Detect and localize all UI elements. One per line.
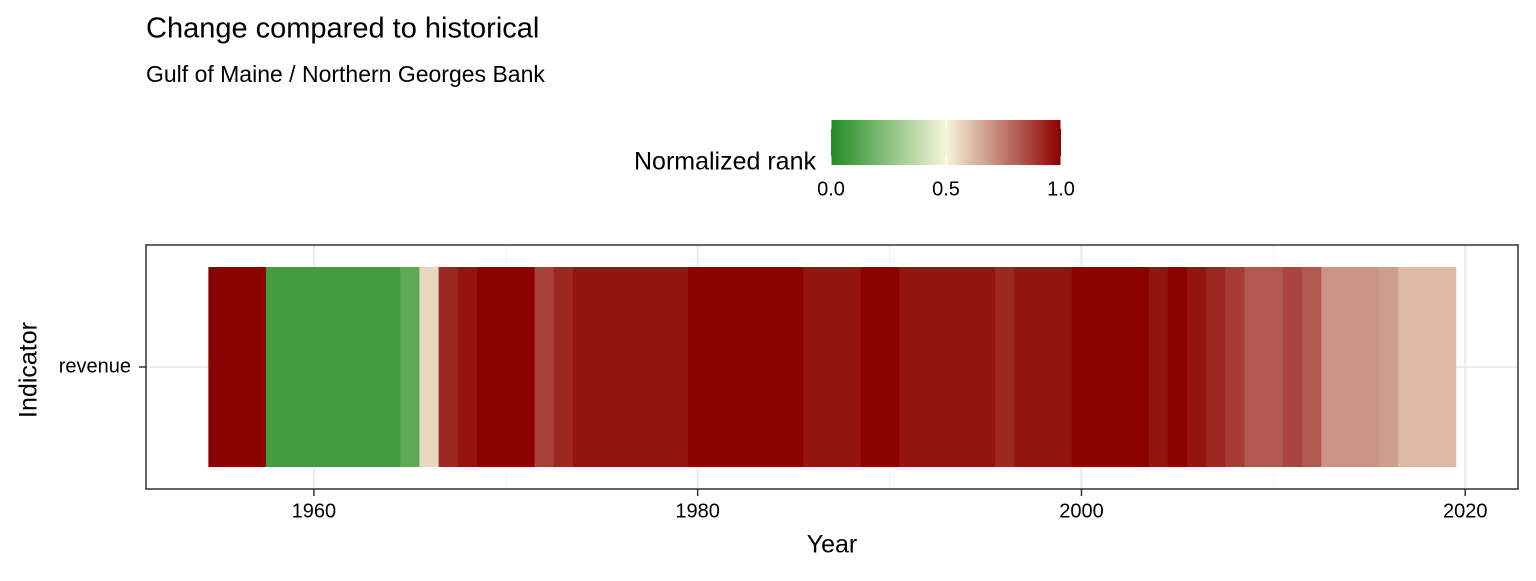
heat-tile bbox=[611, 267, 632, 467]
chart-title: Change compared to historical bbox=[146, 13, 539, 45]
heat-tile bbox=[265, 267, 286, 467]
x-axis-title: Year bbox=[807, 531, 858, 559]
legend-tick-label: 1.0 bbox=[1047, 178, 1075, 200]
heat-tile bbox=[1110, 267, 1131, 467]
heat-tile bbox=[668, 267, 689, 467]
heat-tile bbox=[995, 267, 1015, 467]
heat-tile bbox=[822, 267, 843, 467]
heat-tile bbox=[592, 267, 612, 467]
heat-tile bbox=[726, 267, 747, 467]
heat-tile bbox=[899, 267, 919, 467]
y-axis-title: Indicator bbox=[15, 322, 43, 418]
heat-tile bbox=[860, 267, 881, 467]
heat-tile bbox=[841, 267, 862, 467]
heat-tile bbox=[496, 267, 516, 467]
heat-tile bbox=[1225, 267, 1246, 467]
heat-tile bbox=[764, 267, 785, 467]
y-tick-label: revenue bbox=[59, 355, 131, 377]
heat-tile bbox=[1282, 267, 1303, 467]
heat-tile bbox=[419, 267, 440, 467]
heat-tile bbox=[803, 267, 824, 467]
heat-tile bbox=[1033, 267, 1054, 467]
heat-tile bbox=[304, 267, 325, 467]
heat-tile bbox=[227, 267, 248, 467]
heat-tile bbox=[1378, 267, 1399, 467]
x-tick-label: 2000 bbox=[1059, 500, 1104, 522]
heat-tile bbox=[707, 267, 728, 467]
x-tick-label: 1980 bbox=[675, 500, 720, 522]
heat-tile bbox=[1167, 267, 1188, 467]
heat-tile bbox=[879, 267, 900, 467]
heat-tile bbox=[1148, 267, 1169, 467]
heat-tile bbox=[381, 267, 401, 467]
heat-tile bbox=[1206, 267, 1226, 467]
heat-tile bbox=[649, 267, 670, 467]
legend-tick-label: 0.5 bbox=[932, 178, 960, 200]
heat-tile bbox=[1014, 267, 1035, 467]
heat-tile bbox=[208, 267, 229, 467]
legend-tick-label: 0.0 bbox=[817, 178, 845, 200]
heat-tile bbox=[745, 267, 766, 467]
heat-tile bbox=[572, 267, 593, 467]
heat-tile bbox=[956, 267, 977, 467]
x-tick-label: 1960 bbox=[292, 500, 337, 522]
heat-tile bbox=[1436, 267, 1457, 467]
heat-tile bbox=[1340, 267, 1361, 467]
heat-tile bbox=[1129, 267, 1150, 467]
chart-subtitle: Gulf of Maine / Northern Georges Bank bbox=[146, 61, 545, 87]
panel-border bbox=[145, 244, 1519, 490]
heat-tile bbox=[1071, 267, 1092, 467]
heat-tile bbox=[1091, 267, 1111, 467]
heat-tile bbox=[1052, 267, 1073, 467]
heat-tile bbox=[1359, 267, 1380, 467]
heat-tile bbox=[477, 267, 497, 467]
heat-tile bbox=[438, 267, 459, 467]
legend-title: Normalized rank bbox=[634, 148, 817, 176]
heat-tile bbox=[1244, 267, 1265, 467]
heat-tile bbox=[400, 267, 421, 467]
heat-tile bbox=[918, 267, 939, 467]
heat-tile bbox=[784, 267, 804, 467]
heat-tile bbox=[1302, 267, 1322, 467]
heat-tile bbox=[534, 267, 555, 467]
x-tick-label: 2020 bbox=[1443, 500, 1488, 522]
heat-tile bbox=[1263, 267, 1284, 467]
heat-tile bbox=[1417, 267, 1438, 467]
heat-tile bbox=[1186, 267, 1207, 467]
heat-tile bbox=[323, 267, 344, 467]
heat-tile bbox=[361, 267, 382, 467]
heat-tile bbox=[937, 267, 958, 467]
heat-tile bbox=[342, 267, 363, 467]
heat-tile bbox=[1321, 267, 1342, 467]
heat-tile bbox=[515, 267, 536, 467]
heat-tile bbox=[975, 267, 996, 467]
heat-tile bbox=[553, 267, 574, 467]
heat-tile bbox=[630, 267, 651, 467]
heat-tile bbox=[246, 267, 267, 467]
heat-tile bbox=[285, 267, 305, 467]
heat-tile bbox=[1398, 267, 1418, 467]
heat-tile bbox=[457, 267, 478, 467]
heat-tile bbox=[688, 267, 708, 467]
